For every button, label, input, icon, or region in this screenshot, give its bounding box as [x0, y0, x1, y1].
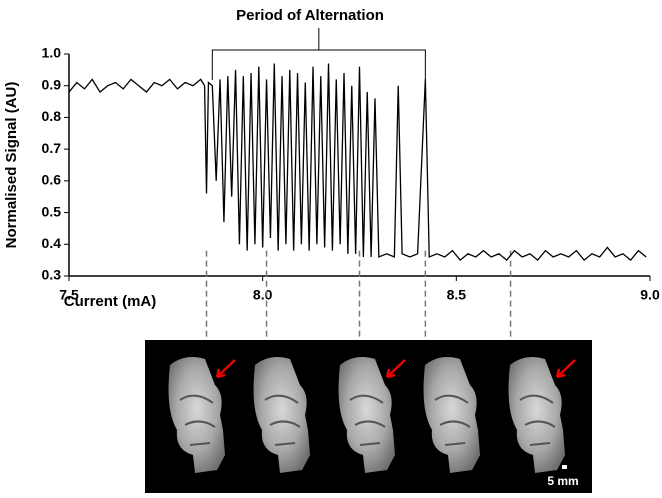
mri-slice	[168, 357, 236, 473]
y-axis-label: Normalised Signal (AU)	[3, 82, 20, 249]
mri-slice	[508, 357, 576, 473]
slice-shape	[253, 357, 310, 473]
slice-shape	[168, 357, 225, 473]
red-arrow	[555, 359, 576, 379]
mri-slice	[423, 357, 480, 473]
slice-detail	[349, 394, 386, 446]
slice-detail	[519, 394, 556, 446]
y-tick-label: 0.4	[42, 235, 62, 251]
slice-detail	[179, 394, 216, 446]
slice-shape	[423, 357, 480, 473]
slice-shape	[338, 357, 395, 473]
mri-slices	[168, 357, 576, 473]
red-arrow	[215, 359, 236, 379]
scale-bar	[562, 465, 567, 469]
y-tick-label: 0.7	[42, 140, 62, 156]
slice-detail	[434, 394, 471, 446]
y-tick-label: 0.5	[42, 203, 62, 219]
signal-line	[68, 63, 647, 262]
y-tick-label: 0.9	[42, 76, 62, 92]
slice-shape	[508, 357, 565, 473]
x-tick-label: 8.0	[253, 287, 273, 303]
annotation-bracket	[211, 49, 426, 80]
red-arrow	[385, 359, 406, 379]
annotation: Period of Alternation	[236, 7, 384, 24]
y-tick-label: 0.6	[42, 172, 62, 188]
y-tick-label: 1.0	[42, 45, 62, 61]
slice-detail	[264, 394, 301, 446]
y-tick-label: 0.3	[42, 267, 62, 283]
y-tick-label: 0.8	[42, 108, 62, 124]
scale-bar-label: 5 mm	[547, 474, 578, 488]
mri-slice	[338, 357, 406, 473]
x-axis-label: Current (mA)	[64, 293, 157, 310]
x-tick-label: 8.5	[447, 287, 467, 303]
x-tick-label: 7.5	[59, 287, 79, 303]
mri-slice	[253, 357, 310, 473]
x-tick-label: 9.0	[640, 287, 660, 303]
